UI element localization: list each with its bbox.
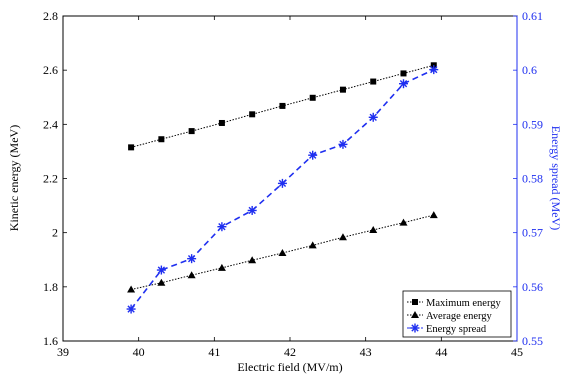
y-left-tick-label: 1.8 xyxy=(43,280,58,294)
y-left-tick-label: 1.6 xyxy=(43,334,58,348)
data-point-energy-spread xyxy=(399,79,408,88)
y-axis-left-label: Kinetic energy (MeV) xyxy=(7,125,21,231)
data-point-energy-spread xyxy=(217,222,226,231)
legend-label: Average energy xyxy=(426,311,493,322)
data-point-energy-spread xyxy=(187,254,196,263)
y-left-tick-label: 2.6 xyxy=(43,63,58,77)
data-point-maximum-energy xyxy=(189,128,195,134)
data-point-energy-spread xyxy=(127,305,136,314)
y-right-tick-label: 0.55 xyxy=(522,334,543,348)
y-left-tick-label: 2.8 xyxy=(43,9,58,23)
data-point-maximum-energy xyxy=(128,144,134,150)
x-tick-label: 42 xyxy=(284,345,296,359)
data-point-energy-spread xyxy=(278,179,287,188)
data-point-maximum-energy xyxy=(158,136,164,142)
data-point-maximum-energy xyxy=(370,79,376,85)
y-left-tick-label: 2 xyxy=(52,226,58,240)
legend-label: Maximum energy xyxy=(426,298,502,309)
data-point-maximum-energy xyxy=(279,103,285,109)
data-point-maximum-energy xyxy=(249,111,255,117)
x-tick-label: 41 xyxy=(208,345,220,359)
legend-marker xyxy=(411,324,420,333)
x-tick-label: 43 xyxy=(360,345,372,359)
data-point-maximum-energy xyxy=(310,95,316,101)
data-point-energy-spread xyxy=(157,266,166,275)
data-point-maximum-energy xyxy=(219,120,225,126)
y-right-tick-label: 0.61 xyxy=(522,9,543,23)
x-tick-label: 40 xyxy=(133,345,145,359)
legend-label: Energy spread xyxy=(426,324,487,335)
y-right-tick-label: 0.59 xyxy=(522,117,543,131)
x-tick-label: 44 xyxy=(435,345,447,359)
y-right-tick-label: 0.6 xyxy=(522,63,537,77)
data-point-energy-spread xyxy=(248,206,257,215)
y-right-tick-label: 0.57 xyxy=(522,226,543,240)
y-right-tick-label: 0.58 xyxy=(522,172,543,186)
y-right-tick-label: 0.56 xyxy=(522,280,543,294)
x-axis-label: Electric field (MV/m) xyxy=(237,360,342,374)
data-point-energy-spread xyxy=(429,65,438,74)
data-point-energy-spread xyxy=(338,140,347,149)
legend: Maximum energy Average energy Energy sprea… xyxy=(403,291,511,337)
y-axis-right-label: Energy spread (MeV) xyxy=(549,126,563,230)
data-point-energy-spread xyxy=(369,113,378,122)
legend-marker xyxy=(412,299,418,305)
data-point-maximum-energy xyxy=(340,87,346,93)
data-point-energy-spread xyxy=(308,151,317,160)
y-left-tick-label: 2.2 xyxy=(43,172,58,186)
data-point-maximum-energy xyxy=(401,70,407,76)
y-left-tick-label: 2.4 xyxy=(43,117,58,131)
x-tick-label: 39 xyxy=(57,345,69,359)
